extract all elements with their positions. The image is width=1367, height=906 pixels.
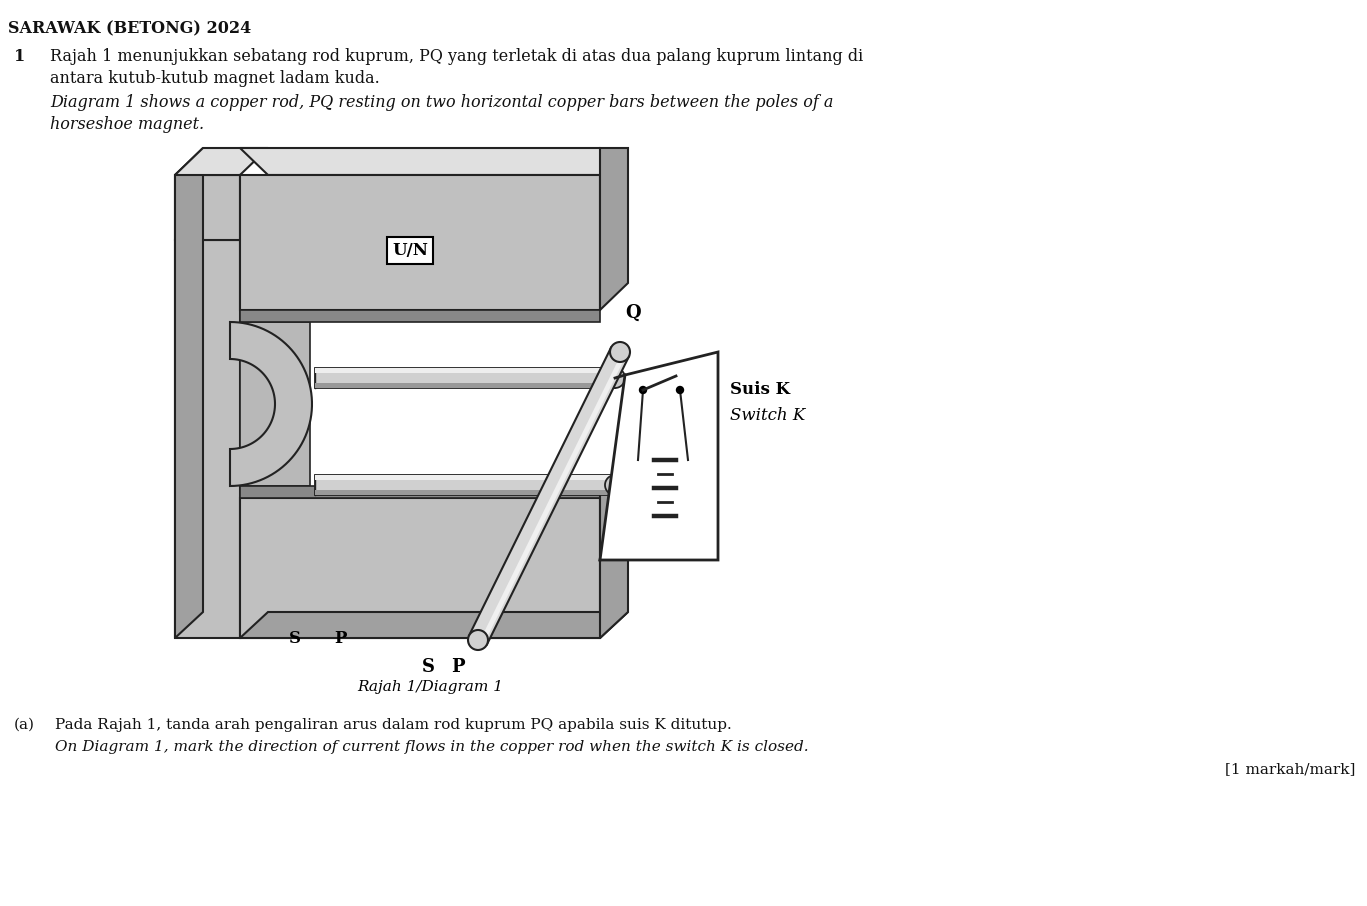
Text: antara kutub-kutub magnet ladam kuda.: antara kutub-kutub magnet ladam kuda.	[51, 70, 380, 87]
Polygon shape	[600, 352, 718, 560]
Text: Pada Rajah 1, tanda arah pengaliran arus dalam rod kuprum PQ apabila suis K ditu: Pada Rajah 1, tanda arah pengaliran arus…	[55, 718, 731, 732]
Text: S: S	[421, 658, 435, 676]
Text: Rajah 1 menunjukkan sebatang rod kuprum, PQ yang terletak di atas dua palang kup: Rajah 1 menunjukkan sebatang rod kuprum,…	[51, 48, 863, 65]
Text: S: S	[288, 630, 301, 647]
Polygon shape	[600, 148, 627, 310]
Text: 1: 1	[14, 48, 25, 65]
Text: Suis K: Suis K	[730, 381, 790, 399]
Circle shape	[640, 387, 647, 393]
Circle shape	[610, 342, 630, 362]
Text: P: P	[451, 658, 465, 676]
Polygon shape	[241, 310, 600, 322]
Polygon shape	[175, 148, 204, 638]
Circle shape	[677, 387, 684, 393]
Polygon shape	[480, 352, 626, 643]
Polygon shape	[175, 148, 268, 175]
Polygon shape	[314, 475, 615, 495]
Circle shape	[606, 368, 625, 388]
Text: P: P	[334, 630, 346, 647]
Polygon shape	[314, 383, 615, 388]
Text: SARAWAK (BETONG) 2024: SARAWAK (BETONG) 2024	[8, 20, 252, 37]
Text: [1 markah/mark]: [1 markah/mark]	[1225, 762, 1355, 776]
Circle shape	[606, 475, 625, 495]
Polygon shape	[241, 322, 310, 486]
Text: Q: Q	[625, 304, 641, 322]
Polygon shape	[175, 175, 241, 240]
Text: Switch K: Switch K	[730, 407, 805, 423]
Polygon shape	[230, 322, 312, 486]
Polygon shape	[600, 462, 627, 638]
Text: On Diagram 1, mark the direction of current flows in the copper rod when the swi: On Diagram 1, mark the direction of curr…	[55, 740, 809, 754]
Polygon shape	[241, 612, 627, 638]
Polygon shape	[314, 368, 615, 388]
Text: U/N: U/N	[392, 242, 428, 259]
Polygon shape	[314, 475, 615, 480]
Circle shape	[468, 630, 488, 650]
Polygon shape	[241, 498, 600, 638]
Polygon shape	[314, 368, 615, 373]
Polygon shape	[314, 490, 615, 495]
Text: Diagram 1 shows a copper rod, PQ resting on two horizontal copper bars between t: Diagram 1 shows a copper rod, PQ resting…	[51, 94, 834, 111]
Text: Rajah 1/Diagram 1: Rajah 1/Diagram 1	[357, 680, 503, 694]
Text: (a): (a)	[14, 718, 36, 732]
Polygon shape	[175, 240, 241, 638]
Polygon shape	[241, 148, 627, 175]
Polygon shape	[469, 348, 629, 644]
Text: horseshoe magnet.: horseshoe magnet.	[51, 116, 204, 133]
Polygon shape	[241, 175, 600, 310]
Polygon shape	[241, 486, 600, 498]
